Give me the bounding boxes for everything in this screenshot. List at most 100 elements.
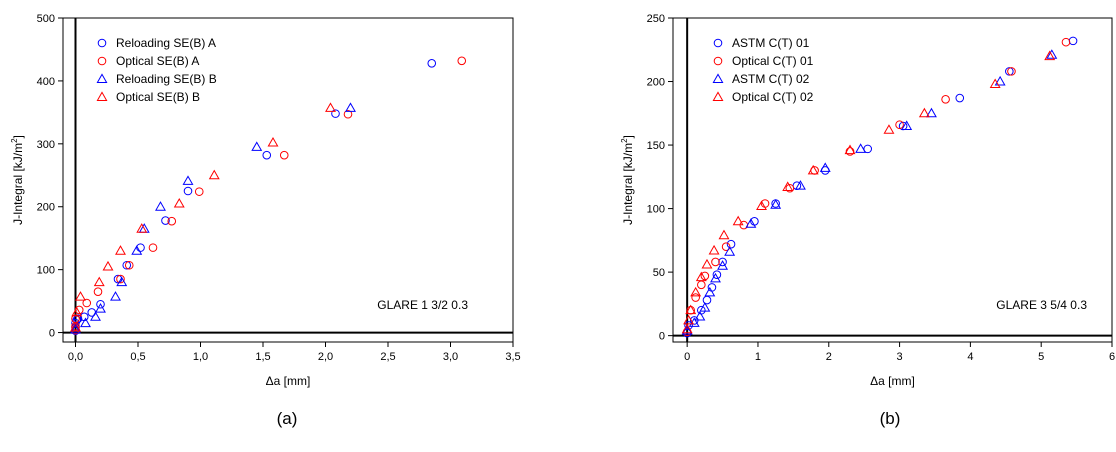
data-point — [918, 107, 930, 118]
legend-label: Optical SE(B) A — [116, 54, 199, 68]
data-point — [183, 186, 193, 196]
data-point — [782, 181, 794, 191]
data-point — [427, 58, 437, 68]
panel-caption: (b) — [880, 409, 901, 428]
data-point — [712, 270, 722, 279]
data-point — [75, 291, 86, 301]
data-point — [136, 223, 148, 233]
data-point — [96, 299, 105, 309]
data-point — [770, 199, 782, 209]
data-point — [343, 109, 353, 119]
y-tick-label: 250 — [647, 13, 665, 25]
data-point — [955, 93, 965, 103]
data-point — [701, 258, 713, 269]
plot-frame — [62, 17, 514, 343]
y-axis-label-main: J-Integral [kJ/m — [11, 143, 25, 225]
legend-marker — [97, 56, 107, 66]
data-point — [331, 109, 340, 118]
y-axis-label-superscript: 2 — [10, 138, 19, 143]
x-tick-label: 2 — [826, 351, 832, 363]
data-point — [732, 215, 744, 226]
data-point — [70, 323, 81, 334]
y-tick-label: 150 — [647, 140, 665, 152]
series-optical-c-t-02 — [681, 50, 1056, 334]
y-tick-label: 500 — [37, 13, 55, 25]
data-point — [73, 314, 83, 324]
data-point — [155, 201, 166, 211]
data-point — [148, 243, 158, 252]
data-point — [262, 150, 272, 160]
x-tick-label: 0 — [684, 351, 690, 363]
data-point — [683, 314, 695, 325]
data-point — [685, 304, 697, 315]
data-point — [122, 260, 132, 270]
x-tick-label: 1 — [755, 351, 761, 363]
y-tick-label: 100 — [647, 204, 665, 216]
data-point — [1061, 37, 1071, 47]
data-point — [136, 243, 145, 252]
data-point — [345, 102, 356, 112]
data-point — [1044, 50, 1056, 61]
legend-label: Reloading SE(B) B — [116, 72, 217, 86]
data-point — [707, 283, 717, 292]
y-tick-label: 50 — [653, 267, 665, 279]
legend-label: Optical C(T) 02 — [732, 90, 814, 104]
y-tick-label: 200 — [647, 77, 665, 89]
data-point — [819, 162, 831, 172]
data-point — [1068, 36, 1078, 46]
data-point — [113, 274, 123, 284]
data-point — [699, 302, 711, 312]
x-tick-label: 1,5 — [255, 351, 270, 363]
x-tick-label: 0,5 — [130, 351, 145, 363]
data-point — [695, 271, 707, 282]
data-point — [115, 245, 126, 255]
data-point — [901, 120, 913, 130]
data-point — [807, 164, 819, 175]
legend-label: Reloading SE(B) A — [116, 36, 216, 50]
legend-label: ASTM C(T) 02 — [732, 72, 810, 86]
legend: ASTM C(T) 01 Optical C(T) 01 ASTM C(T) 02 O… — [712, 36, 814, 104]
data-point — [718, 229, 730, 240]
data-point — [681, 323, 693, 334]
data-point — [697, 280, 706, 290]
data-point — [745, 218, 757, 228]
data-point — [80, 317, 91, 328]
y-axis-label: J-Integral [kJ/m2] — [620, 135, 635, 225]
data-point — [82, 298, 92, 308]
data-point — [994, 75, 1006, 86]
data-point — [717, 260, 729, 270]
legend-marker — [713, 38, 723, 48]
data-point — [989, 78, 1001, 89]
data-point — [457, 56, 467, 66]
data-point — [794, 180, 806, 190]
x-axis-label: Δa [mm] — [870, 374, 915, 388]
chart-panel-a: 0,0 0,5 1,0 1,5 2,0 2,5 3,0 3,5 0 100 200 300 400 500… — [10, 13, 521, 428]
data-point — [925, 107, 937, 118]
data-point — [756, 200, 767, 210]
x-tick-label: 4 — [967, 351, 973, 363]
data-point — [161, 216, 170, 225]
data-point — [267, 136, 279, 147]
data-point — [863, 144, 873, 154]
data-point — [70, 321, 81, 332]
data-point — [710, 272, 721, 283]
data-point — [124, 260, 134, 270]
plot-frame — [672, 17, 1113, 343]
data-point — [93, 276, 105, 287]
data-point — [704, 286, 716, 297]
data-point — [208, 169, 220, 180]
x-tick-label: 3,5 — [505, 351, 520, 363]
panel-caption: (a) — [277, 409, 298, 428]
data-point — [90, 311, 101, 321]
series-optical-c-t-01 — [682, 37, 1071, 337]
legend: Reloading SE(B) A Optical SE(B) A Reloadin… — [96, 36, 217, 104]
data-point — [691, 293, 700, 302]
legend-marker — [712, 73, 724, 83]
legend-marker — [97, 38, 107, 48]
legend-label: ASTM C(T) 01 — [732, 36, 810, 50]
data-point — [325, 102, 336, 112]
y-tick-label: 400 — [37, 76, 55, 88]
x-tick-label: 2,0 — [318, 351, 333, 363]
data-point — [1046, 49, 1058, 59]
